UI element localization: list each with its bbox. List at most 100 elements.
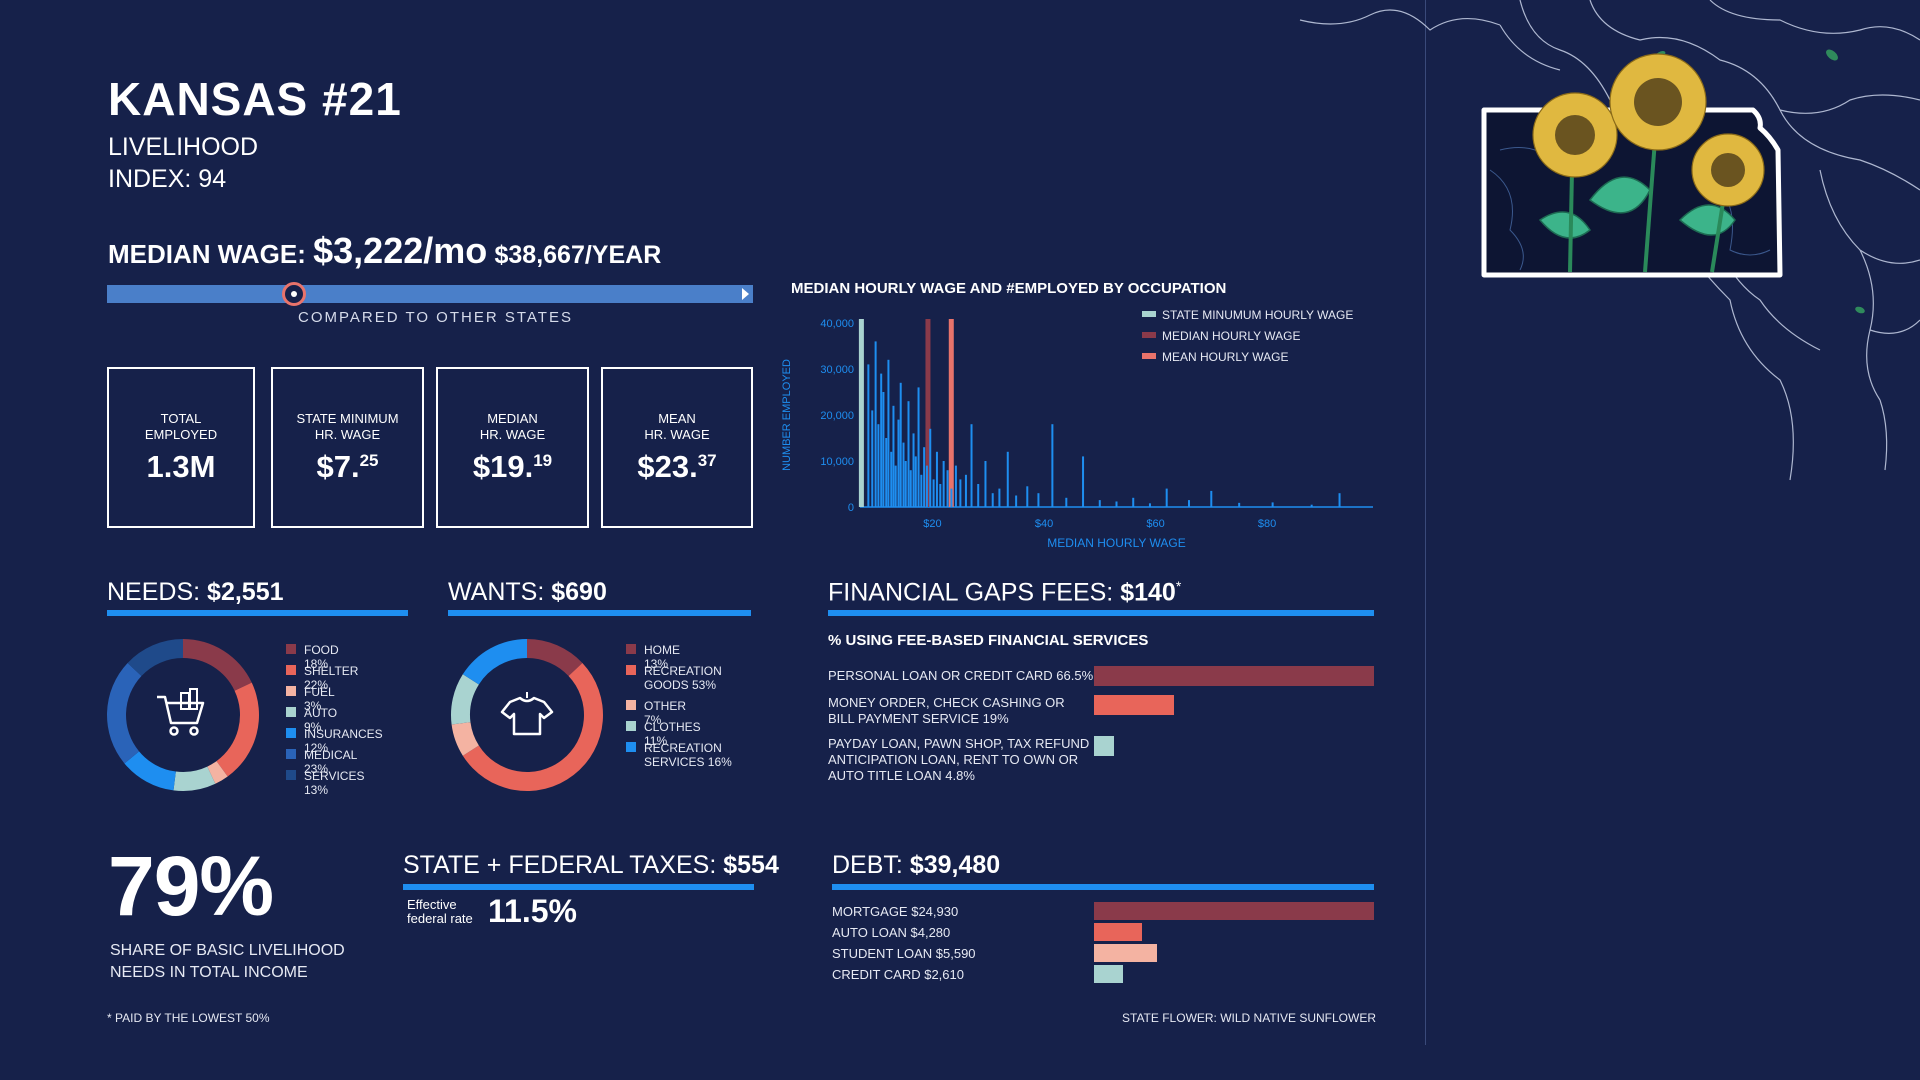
gap-label: PERSONAL LOAN OR CREDIT CARD 66.5% (828, 668, 1094, 683)
wants-donut (451, 639, 603, 792)
debt-heading: DEBT: $39,480 (832, 851, 1001, 879)
occupation-bar (939, 484, 942, 507)
stat-state-minimum-wage: STATE MINIMUM HR. WAGE $7.25 (271, 367, 424, 528)
occupation-bar (1148, 503, 1151, 507)
stat-label: TOTAL EMPLOYED (144, 411, 218, 442)
occupation-bar (917, 387, 920, 507)
legend-swatch (1142, 311, 1156, 317)
median-wage-yearly: $38,667/YEAR (494, 241, 662, 269)
occupation-bar (946, 470, 949, 507)
occupation-bar (1238, 502, 1241, 507)
occupation-bar (923, 447, 926, 507)
debt-underline (832, 884, 1374, 890)
legend-swatch (286, 728, 296, 738)
kansas-sunflower-map (1481, 53, 1783, 278)
panel-divider (1425, 0, 1426, 1045)
state-rank-bar (107, 282, 753, 306)
legend-swatch (286, 707, 296, 717)
donut-slice (451, 674, 479, 725)
legend-label: STATE MINUMUM HOURLY WAGE (1162, 308, 1353, 322)
donut-slice (173, 766, 216, 791)
legend-item: INSURANCES 12% (286, 727, 383, 755)
occupation-bar (1098, 500, 1101, 507)
occupation-bar (1015, 495, 1018, 507)
legend-label: RECREATION SERVICES 16% (644, 741, 732, 769)
debt-label: CREDIT CARD $2,610 (832, 967, 964, 982)
occupation-bar (954, 465, 957, 507)
occupation-bar (950, 488, 953, 507)
occupation-bar (1210, 490, 1213, 507)
legend-swatch (626, 721, 636, 731)
taxes-underline (403, 884, 754, 890)
occupation-bar (929, 428, 932, 507)
legend-label: MEDIAN HOURLY WAGE (1162, 329, 1300, 343)
stat-median-wage: MEDIAN HR. WAGE $19.19 (436, 367, 589, 528)
occupation-bar (885, 438, 888, 507)
gaps-underline (828, 610, 1374, 616)
footnote: * PAID BY THE LOWEST 50% (107, 1011, 270, 1025)
occupation-bar (998, 488, 1001, 507)
occupation-bar (890, 451, 893, 507)
legend-swatch (626, 665, 636, 675)
occupation-bar (1310, 504, 1313, 507)
occupation-bar (991, 493, 994, 507)
data-bar (1094, 736, 1115, 756)
taxes-heading: STATE + FEDERAL TAXES: $554 (403, 851, 779, 879)
rank-arrow-icon (742, 288, 749, 300)
legend-label: SERVICES 13% (304, 769, 365, 797)
occupation-bar (892, 405, 895, 507)
occupation-bar (1338, 493, 1341, 507)
legend-item: SERVICES 13% (286, 769, 364, 797)
debt-label: STUDENT LOAN $5,590 (832, 946, 976, 961)
legend-label: FUEL 3% (304, 685, 335, 713)
occupation-bar (1165, 488, 1168, 507)
occupation-chart: 0 10,000 20,000 30,000 40,000 $20 $40 $60 $80 MED… (781, 308, 1373, 550)
occupation-bar (904, 461, 907, 507)
reference-line (858, 319, 864, 507)
stat-total-employed: TOTAL EMPLOYED 1.3M (107, 367, 255, 528)
donut-slice (462, 639, 527, 685)
tax-rate-value: 11.5% (488, 893, 577, 929)
legend-swatch (626, 742, 636, 752)
legend-item: FUEL 3% (286, 685, 334, 713)
legend-label: MEAN HOURLY WAGE (1162, 350, 1288, 364)
tax-rate-label: Effective federal rate (407, 897, 473, 926)
donut-slice (127, 639, 183, 676)
y-tick-label: 40,000 (820, 318, 854, 330)
legend-item: AUTO 9% (286, 706, 337, 734)
needs-donut (106, 639, 259, 791)
data-bar (1094, 944, 1157, 962)
donut-slice (183, 639, 252, 691)
occupation-bar (959, 479, 962, 507)
occupation-bar (932, 479, 935, 507)
data-bar (1094, 902, 1374, 920)
occupation-bar (877, 424, 880, 507)
gaps-heading: FINANCIAL GAPS FEES: $140* (828, 578, 1182, 607)
occupation-bar (1187, 500, 1190, 507)
compare-label: COMPARED TO OTHER STATES (298, 309, 573, 326)
legend-item: FOOD 18% (286, 643, 339, 671)
legend-label: RECREATION GOODS 53% (644, 664, 722, 692)
occupation-bar (964, 474, 967, 507)
occupation-chart-title: MEDIAN HOURLY WAGE AND #EMPLOYED BY OCCU… (791, 280, 1227, 297)
stat-value: 1.3M (146, 449, 216, 484)
legend-swatch (1142, 353, 1156, 359)
occupation-bar (909, 470, 912, 507)
legend-swatch (286, 686, 296, 696)
legend-swatch (286, 665, 296, 675)
occupation-bar (1037, 493, 1040, 507)
legend-swatch (626, 644, 636, 654)
donut-slice (462, 662, 603, 792)
occupation-bar (977, 484, 980, 507)
occupation-bar (871, 410, 874, 507)
median-wage-monthly: $3,222/mo (313, 230, 488, 271)
stat-mean-wage: MEAN HR. WAGE $23.37 (601, 367, 753, 528)
cart-icon (157, 688, 205, 736)
occupation-bar (1006, 451, 1009, 507)
y-axis-label: NUMBER EMPLOYED (781, 359, 793, 471)
donut-slice (451, 722, 479, 756)
x-tick-label: $60 (1146, 518, 1164, 530)
reference-line (925, 319, 931, 507)
legend-item: CLOTHES 11% (626, 720, 701, 748)
data-bar (1094, 965, 1124, 983)
